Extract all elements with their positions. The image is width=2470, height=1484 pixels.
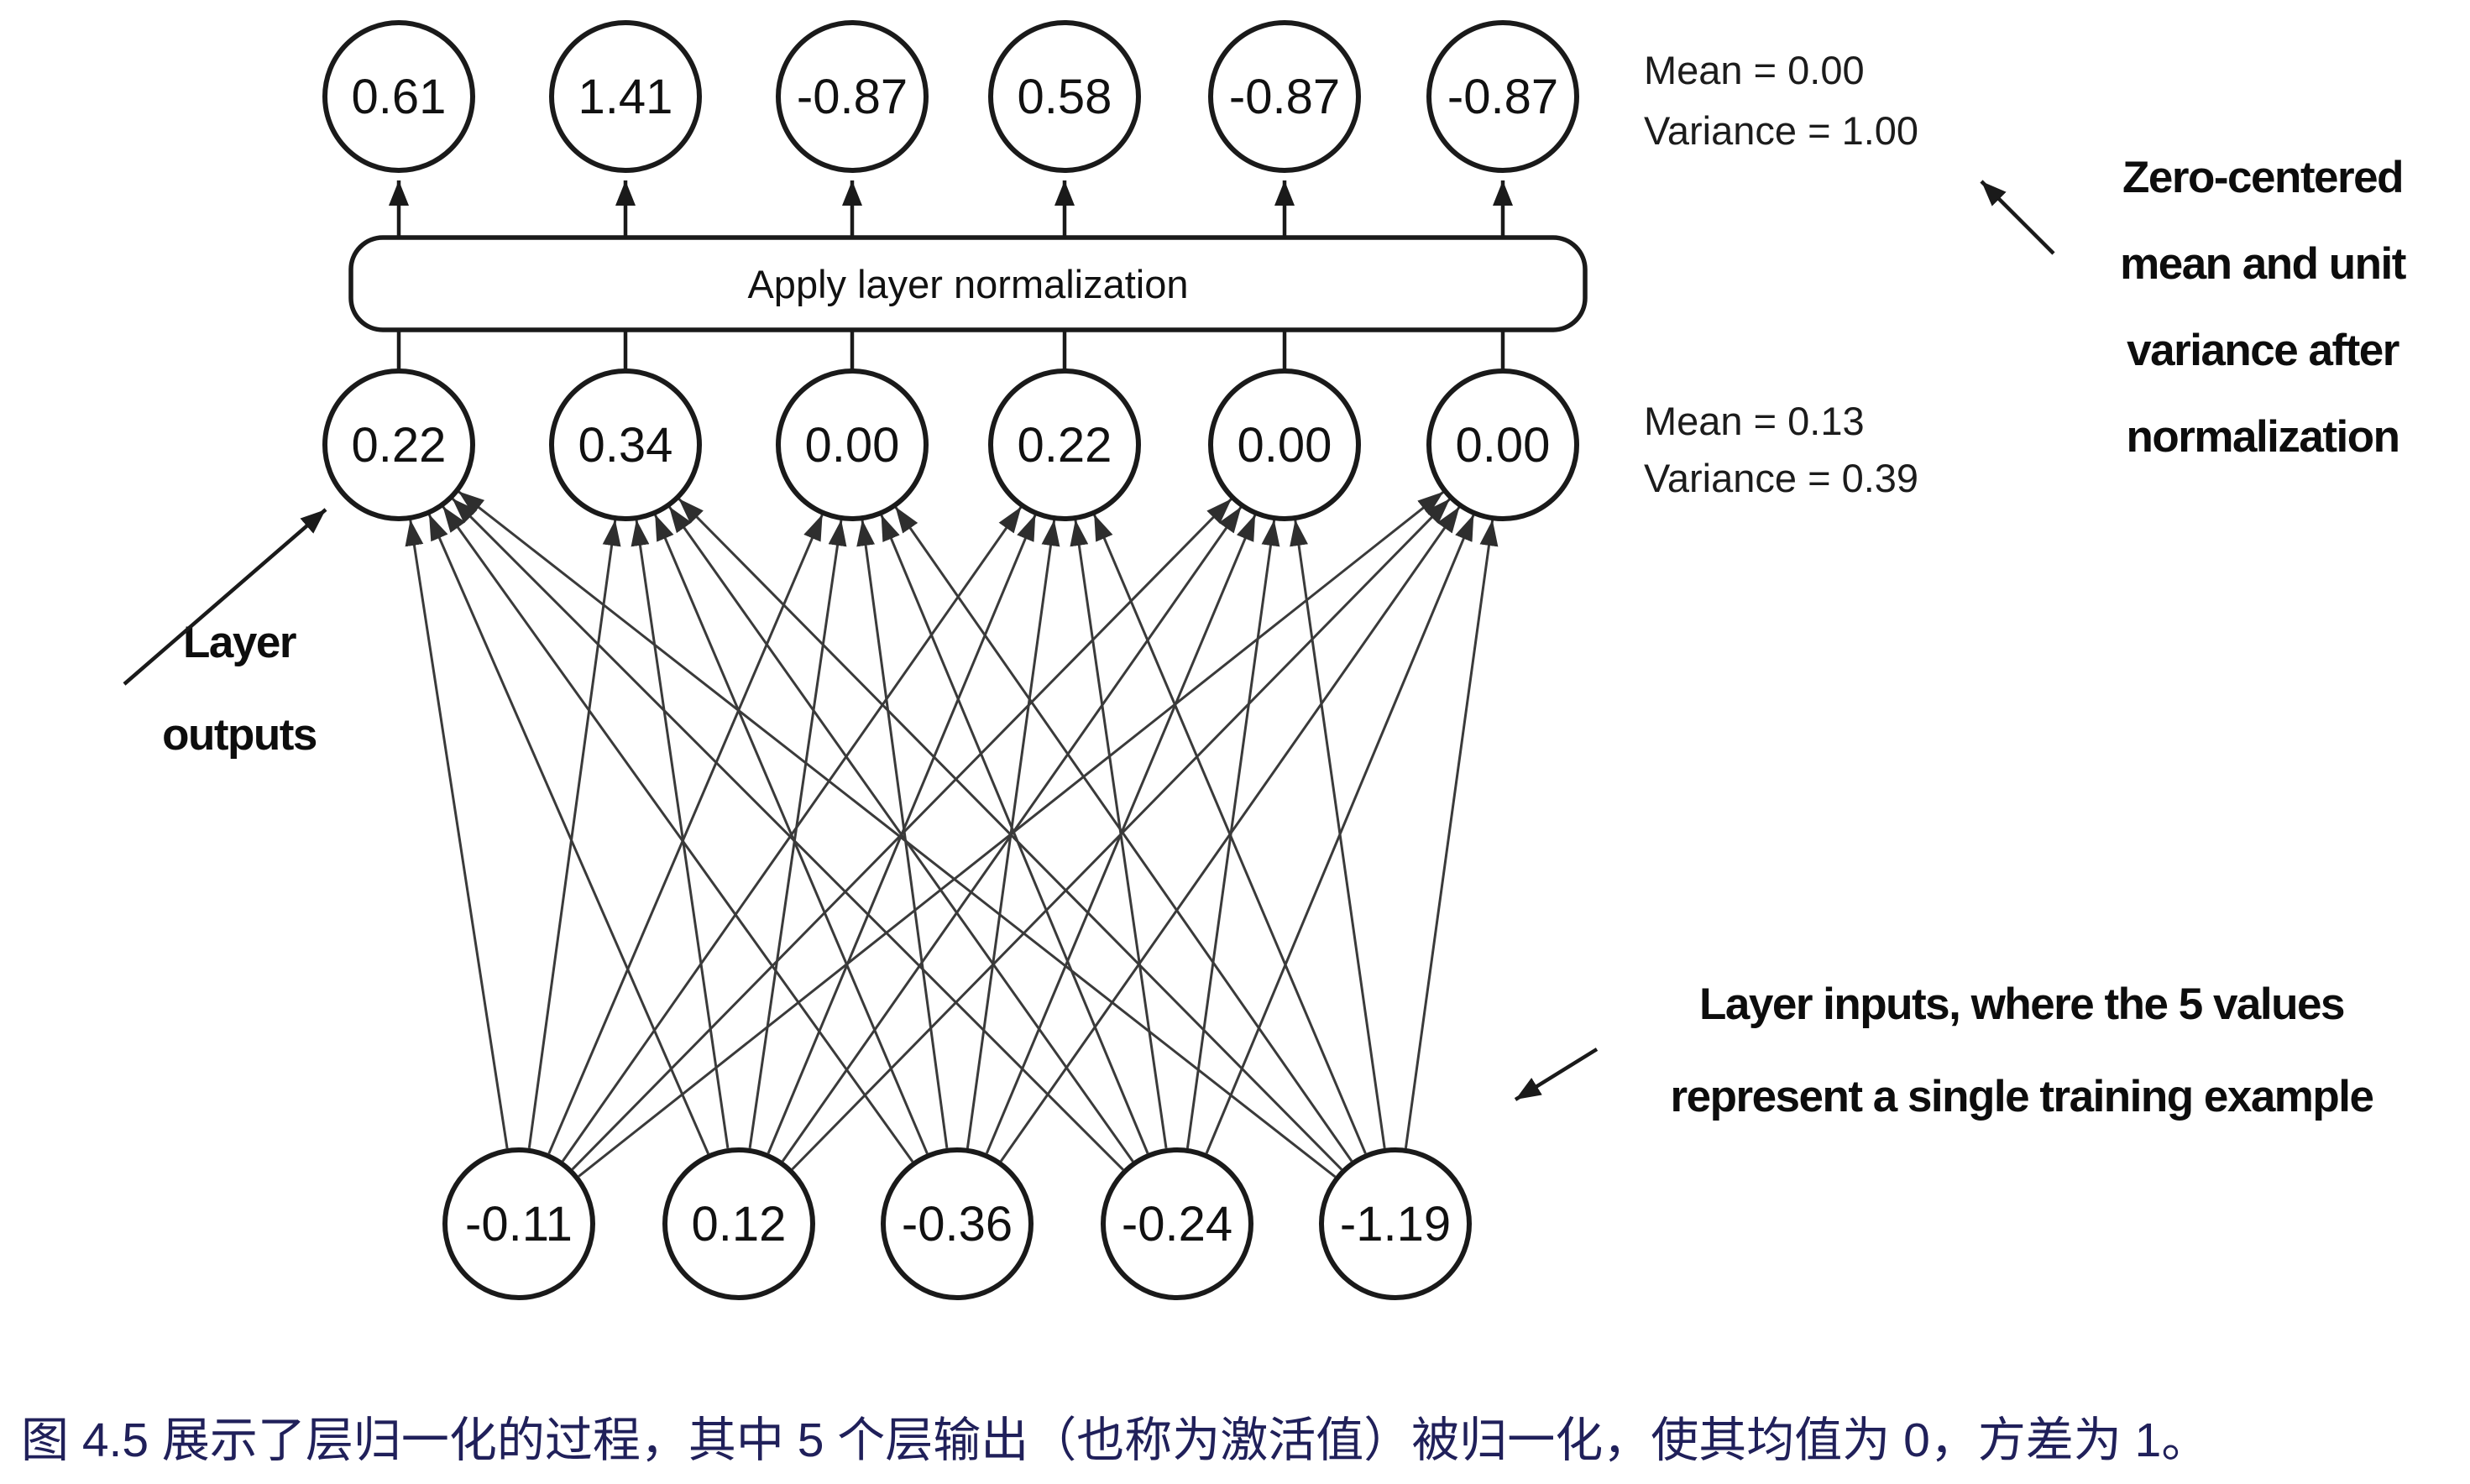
middle-node-value: 0.22 (1018, 418, 1112, 473)
normalization-box: Apply layer normalization (348, 235, 1588, 332)
input-output-connection-lines (405, 490, 1499, 1178)
bottom-node: -0.24 (1101, 1147, 1253, 1300)
normalization-flow-arrows (389, 180, 1513, 369)
connector-line (880, 514, 1149, 1154)
middle-node: 0.00 (1208, 368, 1361, 521)
middle-node: 0.22 (988, 368, 1141, 521)
note-zero-centered-line: variance after (2127, 326, 2399, 375)
connector-line (451, 497, 1124, 1171)
variance-before-label: Variance = 0.39 (1644, 456, 1918, 500)
top-node: 0.58 (988, 20, 1141, 173)
middle-node-value: 0.34 (578, 418, 673, 473)
middle-node-value: 0.00 (1238, 418, 1332, 473)
top-row-nodes: 0.61 1.41 -0.87 0.58 -0.87 -0.87 (322, 20, 1579, 173)
bottom-node: -0.11 (442, 1147, 595, 1300)
note-layer-outputs: Layer outputs (123, 508, 327, 760)
note-zero-centered: Zero-centered mean and unit variance aft… (1980, 153, 2407, 462)
middle-node: 0.22 (322, 368, 475, 521)
note-layer-outputs-line: Layer (183, 618, 296, 667)
bottom-node-value: -0.11 (465, 1197, 573, 1251)
bottom-node-value: -0.36 (902, 1197, 1013, 1251)
connector-line (457, 490, 1337, 1178)
mean-after-label: Mean = 0.00 (1644, 48, 1865, 92)
top-node: 1.41 (549, 20, 702, 173)
connector-line (748, 519, 847, 1149)
top-node-value: 1.41 (578, 70, 673, 124)
connector-line (405, 519, 509, 1149)
note-zero-centered-line: mean and unit (2120, 239, 2406, 289)
connector-line (547, 514, 824, 1154)
connector-line (1290, 519, 1386, 1149)
connector-line (1092, 514, 1367, 1154)
top-node: -0.87 (1208, 20, 1361, 173)
bottom-node: -0.36 (881, 1147, 1034, 1300)
bottom-node: 0.12 (662, 1147, 815, 1300)
middle-row-nodes: 0.22 0.34 0.00 0.22 0.00 0.00 (322, 368, 1579, 521)
connector-line (527, 519, 621, 1149)
connector-line (653, 514, 929, 1154)
middle-node: 0.00 (1426, 368, 1579, 521)
connector-line (856, 519, 949, 1149)
bottom-node: -1.19 (1319, 1147, 1472, 1300)
top-node-value: -0.87 (1447, 70, 1558, 124)
bottom-node-value: 0.12 (692, 1197, 787, 1251)
bottom-node-value: -0.24 (1122, 1197, 1232, 1251)
middle-node-value: 0.22 (352, 418, 447, 473)
note-layer-inputs-line: represent a single training example (1670, 1072, 2373, 1121)
middle-node: 0.00 (776, 368, 929, 521)
figure-caption: 图 4.5 展示了层归一化的过程，其中 5 个层输出（也称为激活值）被归一化，使… (21, 1413, 2209, 1467)
stats-after-normalization: Mean = 0.00 Variance = 1.00 (1644, 48, 1918, 153)
layer-inputs-arrow (1514, 1048, 1599, 1101)
stats-before-normalization: Mean = 0.13 Variance = 0.39 (1644, 399, 1918, 500)
bottom-row-nodes: -0.11 0.12 -0.36 -0.24 -1.19 (442, 1147, 1472, 1300)
mean-before-label: Mean = 0.13 (1644, 399, 1865, 443)
connector-line (442, 505, 914, 1163)
top-node: -0.87 (1426, 20, 1579, 173)
connector-line (427, 513, 709, 1155)
top-node-value: -0.87 (797, 70, 908, 124)
note-layer-inputs-line: Layer inputs, where the 5 values (1699, 980, 2344, 1029)
connector-line (631, 519, 730, 1149)
top-node: -0.87 (776, 20, 929, 173)
layer-outputs-arrow (123, 508, 327, 686)
connector-line (1070, 519, 1168, 1149)
top-node-value: 0.61 (352, 70, 447, 124)
note-zero-centered-line: normalization (2126, 412, 2399, 462)
variance-after-label: Variance = 1.00 (1644, 108, 1918, 153)
connector-line (667, 505, 1134, 1163)
middle-node-value: 0.00 (805, 418, 900, 473)
top-node: 0.61 (322, 20, 475, 173)
zero-centered-arrow (1980, 180, 2055, 255)
top-node-value: 0.58 (1018, 70, 1112, 124)
note-zero-centered-line: Zero-centered (2122, 153, 2403, 202)
connector-line (678, 497, 1343, 1171)
bottom-node-value: -1.19 (1340, 1197, 1451, 1251)
note-layer-inputs: Layer inputs, where the 5 values represe… (1514, 980, 2374, 1121)
top-node-value: -0.87 (1229, 70, 1340, 124)
middle-node: 0.34 (549, 368, 702, 521)
connector-line (1404, 519, 1499, 1149)
note-layer-outputs-line: outputs (162, 710, 317, 760)
connector-line (894, 505, 1353, 1163)
normalization-box-label: Apply layer normalization (747, 262, 1188, 306)
middle-node-value: 0.00 (1456, 418, 1551, 473)
